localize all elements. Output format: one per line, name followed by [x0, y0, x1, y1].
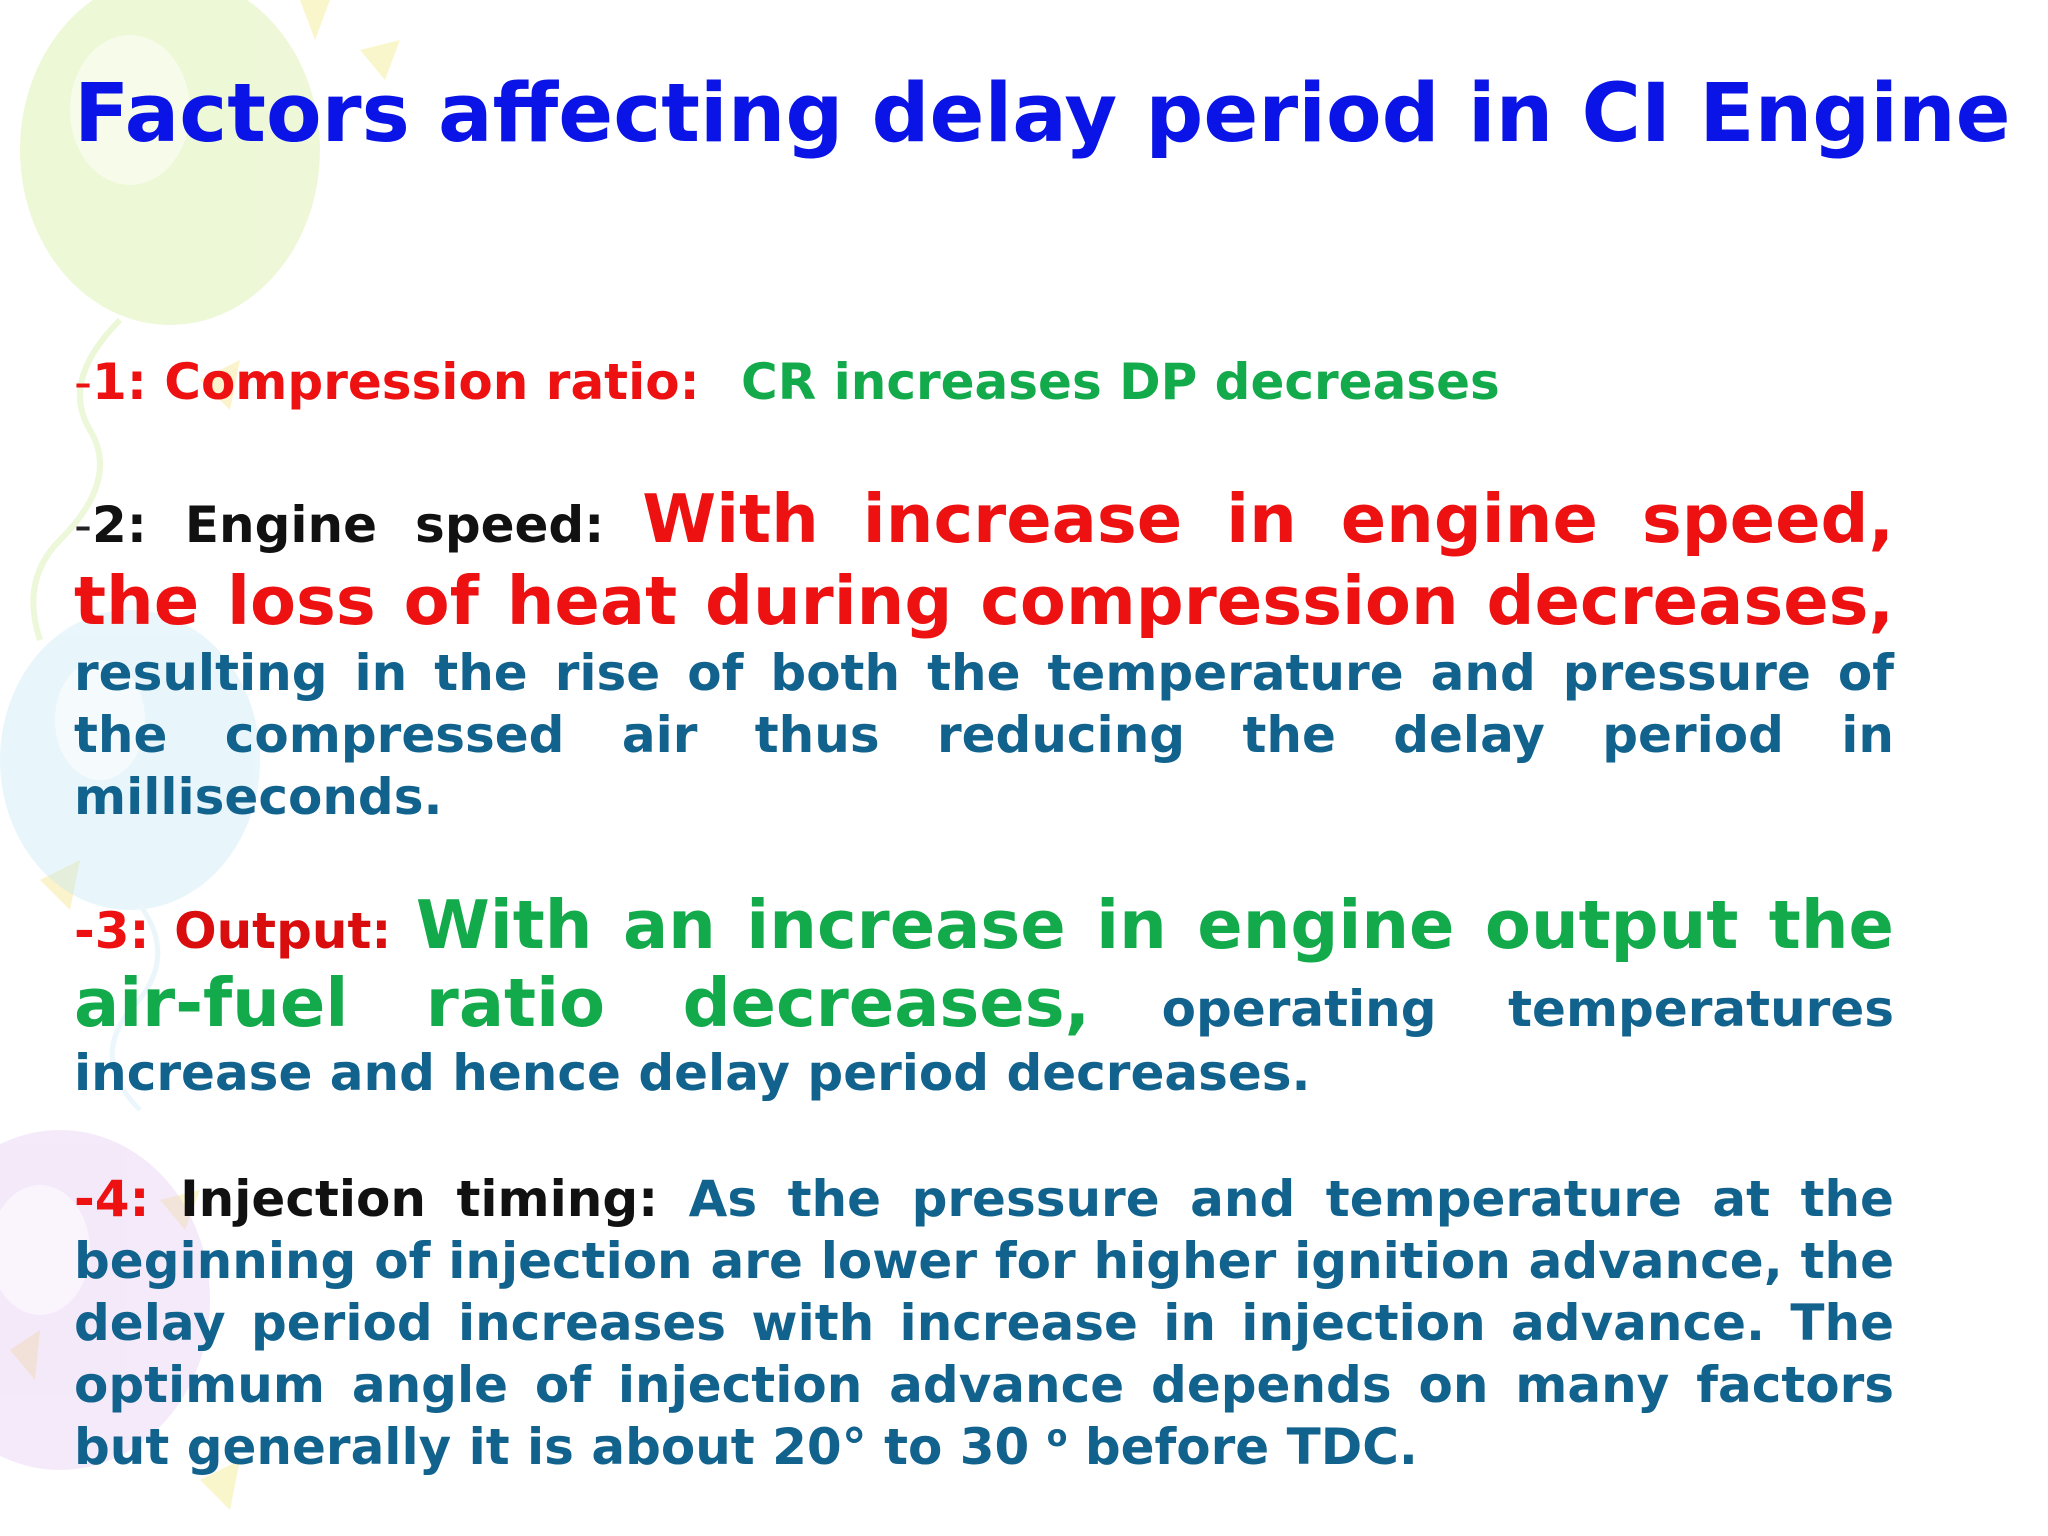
item-heading: Output:	[174, 902, 392, 960]
item-emphasis: With increase in engine speed, the loss …	[74, 480, 1894, 640]
item-number: -3:	[74, 902, 150, 960]
item-number: 2:	[92, 496, 147, 554]
purple-balloon-icon	[0, 1130, 210, 1470]
item-detail: As the pressure and temperature at the b…	[74, 1170, 1894, 1476]
blue-balloon-icon	[0, 610, 260, 1112]
item-detail-end: before TDC.	[1084, 1418, 1418, 1476]
factor-engine-speed: -2: Engine speed: With increase in engin…	[74, 478, 1894, 828]
item-emphasis: With an increase in engine output the ai…	[74, 886, 1894, 1042]
item-heading: Compression ratio:	[164, 353, 700, 411]
green-balloon-icon	[20, 0, 320, 641]
slide-title: Factors affecting delay period in CI Eng…	[74, 67, 2011, 161]
item-detail: resulting in the rise of both the temper…	[74, 644, 1894, 826]
item-detail: operating temperatures increase and henc…	[74, 980, 1894, 1102]
item-dash: -	[74, 353, 93, 411]
item-number: 1:	[92, 353, 147, 411]
item-heading: Injection timing:	[180, 1170, 659, 1228]
degree-mark: o	[1046, 1419, 1068, 1454]
item-heading: Engine speed:	[184, 496, 605, 554]
item-dash: -	[74, 496, 93, 554]
factor-compression-ratio: -1: Compression ratio: CR increases DP d…	[74, 350, 1894, 414]
item-statement: CR increases DP decreases	[741, 353, 1500, 411]
factor-output: -3: Output: With an increase in engine o…	[74, 886, 1894, 1104]
item-number: -4:	[74, 1170, 150, 1228]
factor-injection-timing: -4: Injection timing: As the pressure an…	[74, 1168, 1894, 1478]
confetti-icon	[10, 0, 400, 1510]
